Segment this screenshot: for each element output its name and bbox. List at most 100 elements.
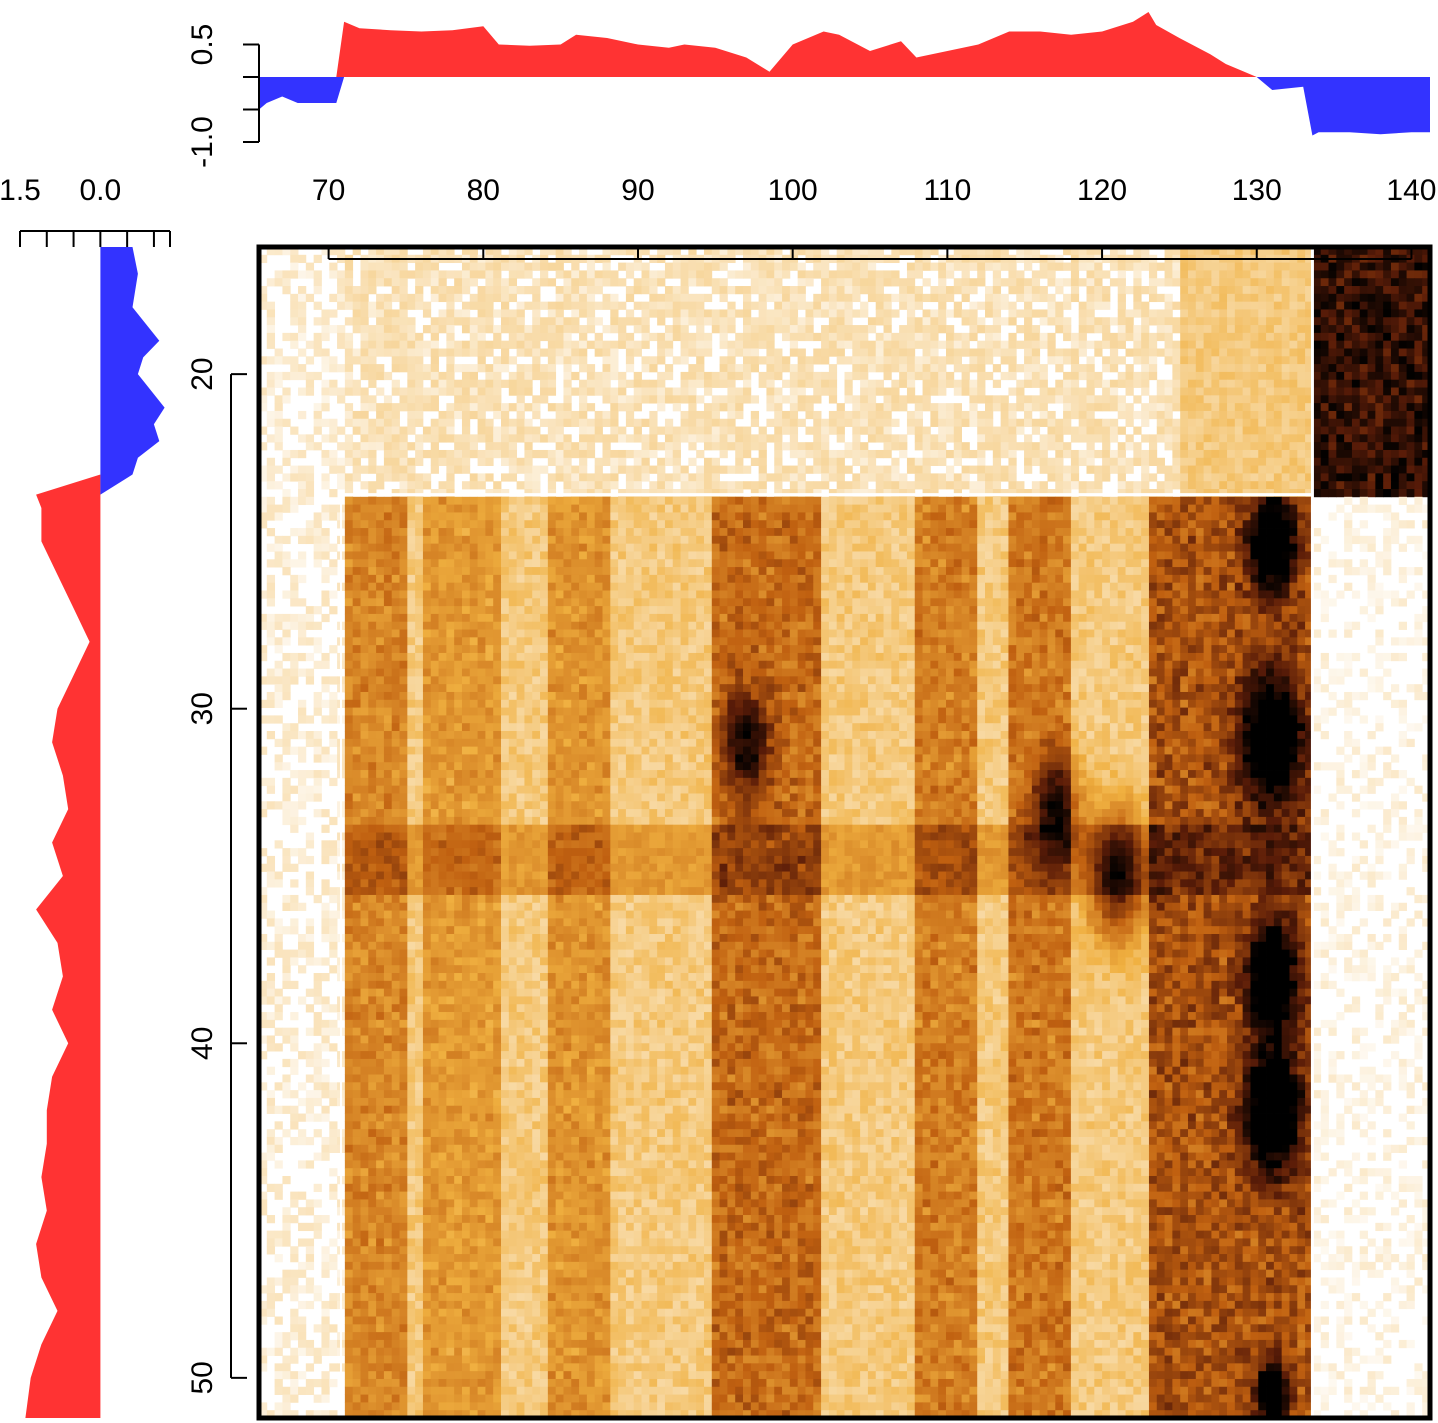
heatmap-cell — [313, 348, 322, 357]
heatmap-cell — [977, 528, 986, 537]
heatmap-cell — [508, 559, 518, 568]
heatmap-cell — [696, 317, 705, 326]
heatmap-cell — [821, 309, 830, 318]
heatmap-cell — [774, 371, 783, 381]
heatmap-cell — [883, 270, 892, 279]
heatmap-cell — [633, 278, 642, 287]
heatmap-cell — [1289, 410, 1298, 420]
heatmap-cell — [1148, 496, 1158, 506]
heatmap-cell — [1063, 473, 1072, 482]
heatmap-cell — [758, 262, 767, 271]
heatmap-cell — [1102, 379, 1111, 388]
heatmap-cell — [1414, 332, 1423, 342]
heatmap-cell — [313, 551, 322, 560]
heatmap-cell — [399, 270, 408, 279]
heatmap-cell — [477, 348, 486, 357]
heatmap-cell — [321, 418, 330, 427]
heatmap-cell — [782, 293, 791, 303]
heatmap-cell — [1055, 496, 1064, 506]
heatmap-cell — [789, 379, 799, 388]
heatmap-cell — [1024, 520, 1033, 529]
heatmap-cell — [899, 356, 908, 365]
heatmap-cell — [290, 504, 299, 513]
heatmap-cell — [399, 535, 408, 545]
heatmap-cell — [1367, 387, 1376, 396]
heatmap-cell — [1242, 418, 1251, 427]
heatmap-cell — [625, 410, 635, 420]
heatmap-cell — [625, 504, 635, 513]
heatmap-cell — [852, 395, 861, 404]
heatmap-cell — [430, 270, 439, 279]
heatmap-cell — [383, 535, 393, 545]
heatmap-cell — [938, 403, 947, 412]
heatmap-cell — [696, 395, 705, 404]
heatmap-cell — [1320, 489, 1329, 498]
heatmap-cell — [641, 504, 650, 513]
heatmap-cell — [1351, 270, 1361, 279]
heatmap-cell — [485, 301, 494, 310]
heatmap-cell — [1070, 387, 1080, 396]
heatmap-cell — [1180, 457, 1189, 466]
heatmap-cell — [1422, 410, 1431, 420]
heatmap-cell — [1094, 270, 1103, 279]
heatmap-cell — [1336, 325, 1345, 334]
heatmap-cell — [1187, 348, 1197, 357]
heatmap-cell — [618, 332, 627, 342]
heatmap-cell — [735, 410, 744, 420]
heatmap-cell — [266, 301, 276, 310]
heatmap-cell — [571, 543, 580, 552]
heatmap-cell — [821, 348, 830, 357]
heatmap-cell — [1086, 504, 1095, 513]
heatmap-cell — [1133, 496, 1142, 506]
heatmap-cell — [891, 473, 900, 482]
heatmap-cell — [821, 535, 830, 545]
heatmap-cell — [1390, 309, 1400, 318]
heatmap-cell — [586, 371, 596, 381]
heatmap-cell — [383, 543, 393, 552]
heatmap-cell — [953, 301, 962, 310]
heatmap-cell — [969, 543, 978, 552]
heatmap-cell — [703, 512, 713, 521]
heatmap-cell — [1211, 348, 1220, 357]
heatmap-cell — [1172, 465, 1181, 474]
heatmap-cell — [1008, 317, 1017, 326]
heatmap-cell — [821, 426, 830, 435]
heatmap-cell — [1117, 356, 1126, 365]
heatmap-cell — [703, 332, 713, 342]
heatmap-cell — [360, 278, 369, 287]
heatmap-cell — [782, 504, 791, 513]
heatmap-cell — [1367, 262, 1376, 271]
heatmap-cell — [1367, 395, 1376, 404]
heatmap-cell — [1156, 543, 1165, 552]
heatmap-cell — [1258, 465, 1267, 474]
heatmap-cell — [1195, 332, 1205, 342]
heatmap-cell — [266, 504, 276, 513]
heatmap-cell — [977, 520, 986, 529]
heatmap-cell — [969, 301, 978, 310]
heatmap-cell — [399, 364, 408, 373]
heatmap-cell — [547, 418, 557, 427]
heatmap-cell — [891, 442, 900, 451]
heatmap-cell — [1172, 543, 1181, 552]
heatmap-cell — [992, 348, 1002, 357]
heatmap-cell — [274, 504, 283, 513]
heatmap-cell — [711, 465, 720, 474]
heatmap-cell — [337, 465, 346, 474]
heatmap-cell — [516, 262, 525, 271]
heatmap-cell — [547, 364, 557, 373]
heatmap-cell — [992, 535, 1002, 545]
heatmap-cell — [1328, 387, 1337, 396]
heatmap-cell — [1219, 403, 1228, 412]
heatmap-cell — [930, 371, 939, 381]
heatmap-cell — [446, 301, 455, 310]
heatmap-cell — [579, 465, 588, 474]
heatmap-cell — [446, 379, 455, 388]
heatmap-cell — [1039, 317, 1048, 326]
heatmap-cell — [1133, 262, 1142, 271]
heatmap-cell — [1281, 442, 1290, 451]
heatmap-cell — [446, 434, 455, 443]
heatmap-cell — [1187, 543, 1197, 552]
heatmap-cell — [368, 301, 377, 310]
heatmap-cell — [719, 559, 728, 568]
heatmap-cell — [337, 247, 346, 256]
